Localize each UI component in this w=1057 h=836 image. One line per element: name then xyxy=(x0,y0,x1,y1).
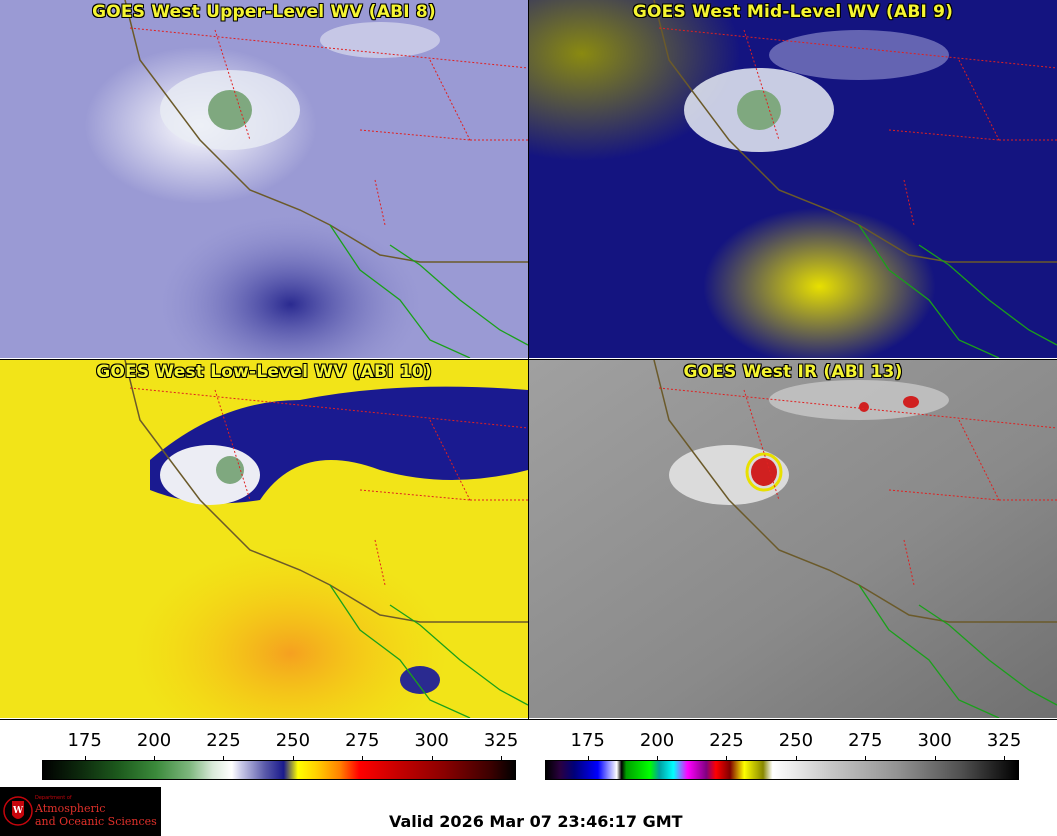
ir-image xyxy=(529,360,1057,718)
low-level-wv-image xyxy=(0,360,528,718)
aos-logo: W Department of Atmospheric and Oceanic … xyxy=(0,787,161,836)
colorbar-tick-label: 225 xyxy=(709,730,744,751)
uw-crest-icon: W xyxy=(3,796,33,826)
colorbar-tick-label: 325 xyxy=(483,730,519,751)
colorbar-tick-mark xyxy=(795,756,797,761)
logo-line1: Atmospheric xyxy=(35,802,106,815)
colorbar-tick-mark xyxy=(657,756,659,761)
panel-divider-bottom xyxy=(0,719,1057,720)
colorbar-tick-mark xyxy=(223,756,225,761)
colorbar-tick-label: 175 xyxy=(570,730,605,751)
logo-line2: and Oceanic Sciences xyxy=(35,815,157,828)
panel-divider-horizontal xyxy=(0,359,1057,360)
colorbar-tick-label: 325 xyxy=(986,730,1022,751)
upper-level-wv-image xyxy=(0,0,528,358)
panel-title: GOES West Upper-Level WV (ABI 8) xyxy=(92,2,436,22)
colorbar-tick-mark xyxy=(431,756,433,761)
panel-title: GOES West Low-Level WV (ABI 10) xyxy=(96,362,432,382)
ir-colorbar: 175 200 225 250 275 300 325 xyxy=(545,720,1025,780)
colorbar-tick-label: 250 xyxy=(778,730,814,751)
panel-mid-level-wv: GOES West Mid-Level WV (ABI 9) xyxy=(529,0,1057,358)
colorbar-tick-mark xyxy=(154,756,156,761)
wv-colorbar: 175 200 225 250 275 300 325 xyxy=(42,720,522,780)
wv-colorbar-gradient xyxy=(42,760,516,780)
valid-time: Valid 2026 Mar 07 23:46:17 GMT xyxy=(389,812,683,831)
colorbar-tick-label: 300 xyxy=(414,730,449,751)
svg-text:W: W xyxy=(12,806,24,816)
panel-title: GOES West IR (ABI 13) xyxy=(683,362,903,382)
colorbar-tick-label: 300 xyxy=(917,730,952,751)
colorbar-tick-mark xyxy=(362,756,364,761)
ir-colorbar-gradient xyxy=(545,760,1019,780)
colorbar-tick-label: 250 xyxy=(275,730,311,751)
colorbar-tick-label: 275 xyxy=(848,730,883,751)
panel-title: GOES West Mid-Level WV (ABI 9) xyxy=(632,2,954,22)
colorbar-tick-mark xyxy=(501,756,503,761)
colorbar-tick-label: 275 xyxy=(345,730,380,751)
colorbar-tick-label: 175 xyxy=(67,730,102,751)
colorbar-tick-mark xyxy=(865,756,867,761)
panel-upper-level-wv: GOES West Upper-Level WV (ABI 8) xyxy=(0,0,528,358)
logo-dept: Department of xyxy=(35,795,72,801)
colorbar-tick-mark xyxy=(726,756,728,761)
colorbar-tick-mark xyxy=(1004,756,1006,761)
colorbar-tick-mark xyxy=(587,756,589,761)
colorbar-tick-label: 200 xyxy=(639,730,675,751)
colorbar-tick-label: 200 xyxy=(136,730,172,751)
panel-low-level-wv: GOES West Low-Level WV (ABI 10) xyxy=(0,360,528,718)
colorbar-tick-mark xyxy=(934,756,936,761)
mid-level-wv-image xyxy=(529,0,1057,358)
colorbar-tick-mark xyxy=(292,756,294,761)
panel-ir: GOES West IR (ABI 13) xyxy=(529,360,1057,718)
colorbar-tick-mark xyxy=(84,756,86,761)
colorbar-tick-label: 225 xyxy=(206,730,241,751)
